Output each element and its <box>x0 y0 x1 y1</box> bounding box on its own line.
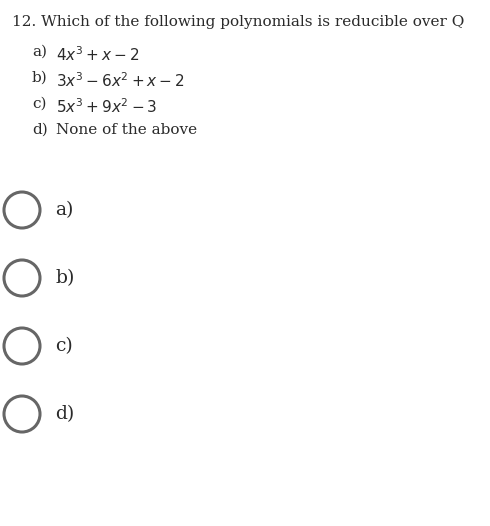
Text: a): a) <box>55 201 74 219</box>
Text: b): b) <box>32 71 48 85</box>
Text: b): b) <box>55 269 74 287</box>
Text: a): a) <box>32 45 47 59</box>
Text: d): d) <box>32 123 48 137</box>
Text: 12. Which of the following polynomials is reducible over Q: 12. Which of the following polynomials i… <box>12 15 465 29</box>
Text: None of the above: None of the above <box>56 123 197 137</box>
Text: $4x^3 + x - 2$: $4x^3 + x - 2$ <box>56 45 140 64</box>
Text: c): c) <box>55 337 73 355</box>
Text: c): c) <box>32 97 47 111</box>
Text: $5x^3 + 9x^2 - 3$: $5x^3 + 9x^2 - 3$ <box>56 97 158 116</box>
Text: d): d) <box>55 405 74 423</box>
Text: $3x^3 - 6x^2 + x - 2$: $3x^3 - 6x^2 + x - 2$ <box>56 71 185 90</box>
